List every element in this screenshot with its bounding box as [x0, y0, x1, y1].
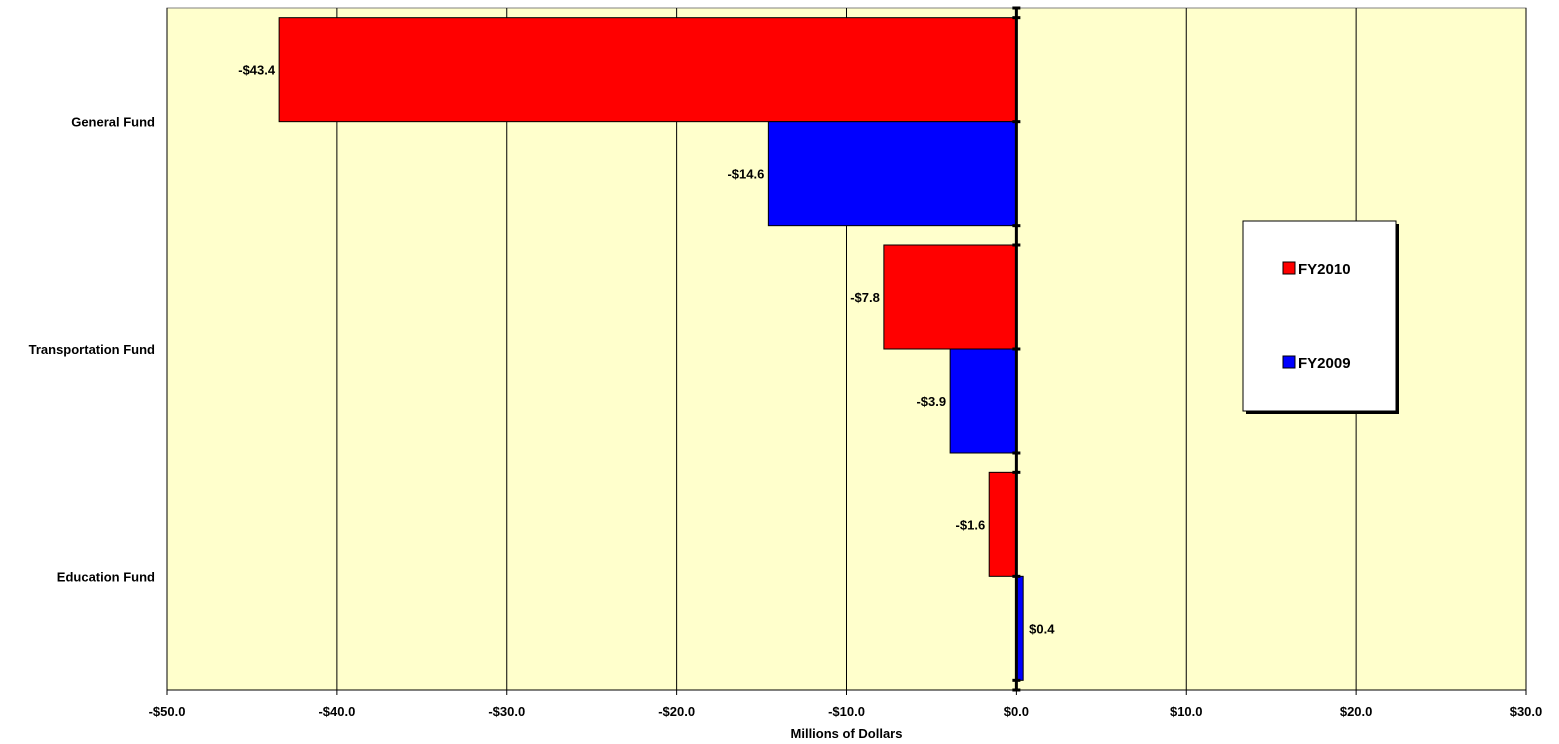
legend-swatch-fy2009 — [1282, 355, 1296, 369]
bar-fy2009 — [767, 121, 1017, 227]
data-label: $0.4 — [1029, 621, 1055, 636]
bar-fy2009 — [949, 348, 1017, 454]
bar-fy2010 — [988, 471, 1017, 577]
legend-box — [1242, 220, 1397, 412]
x-tick-label: $30.0 — [1510, 704, 1543, 719]
zero-axis — [1012, 6, 1021, 692]
x-tick-labels: -$50.0 -$40.0 -$30.0 -$20.0 -$10.0 $0.0 $10.0 $… — [149, 704, 1543, 719]
bar-fy2010 — [883, 244, 1017, 350]
x-tick-label: -$30.0 — [488, 704, 525, 719]
x-tick-label: -$10.0 — [828, 704, 865, 719]
category-label: Transportation Fund — [29, 342, 155, 357]
data-label: -$1.6 — [956, 517, 986, 532]
category-labels: General Fund Transportation Fund Education… — [29, 115, 155, 585]
data-label: -$3.9 — [916, 394, 946, 409]
x-tick-label: -$40.0 — [318, 704, 355, 719]
x-tick-label: $0.0 — [1004, 704, 1029, 719]
data-labels: -$43.4 -$14.6 -$7.8 -$3.9 -$1.6 $0.4 — [238, 63, 1055, 637]
data-label: -$7.8 — [850, 290, 880, 305]
legend: FY2010 FY2009 — [1242, 220, 1399, 414]
legend-label-fy2009: FY2009 — [1298, 355, 1351, 372]
data-label: -$43.4 — [238, 63, 276, 78]
bars — [278, 17, 1024, 681]
data-label: -$14.6 — [727, 167, 764, 182]
x-tick-label: -$50.0 — [149, 704, 186, 719]
legend-swatch-fy2010 — [1282, 261, 1296, 275]
x-tick-label: $20.0 — [1340, 704, 1373, 719]
x-tick-label: $10.0 — [1170, 704, 1203, 719]
x-tick-label: -$20.0 — [658, 704, 695, 719]
bar-fy2010 — [278, 17, 1017, 123]
x-axis-title: Millions of Dollars — [791, 726, 903, 741]
category-label: Education Fund — [57, 569, 155, 584]
category-label: General Fund — [71, 115, 155, 130]
legend-label-fy2010: FY2010 — [1298, 261, 1351, 278]
